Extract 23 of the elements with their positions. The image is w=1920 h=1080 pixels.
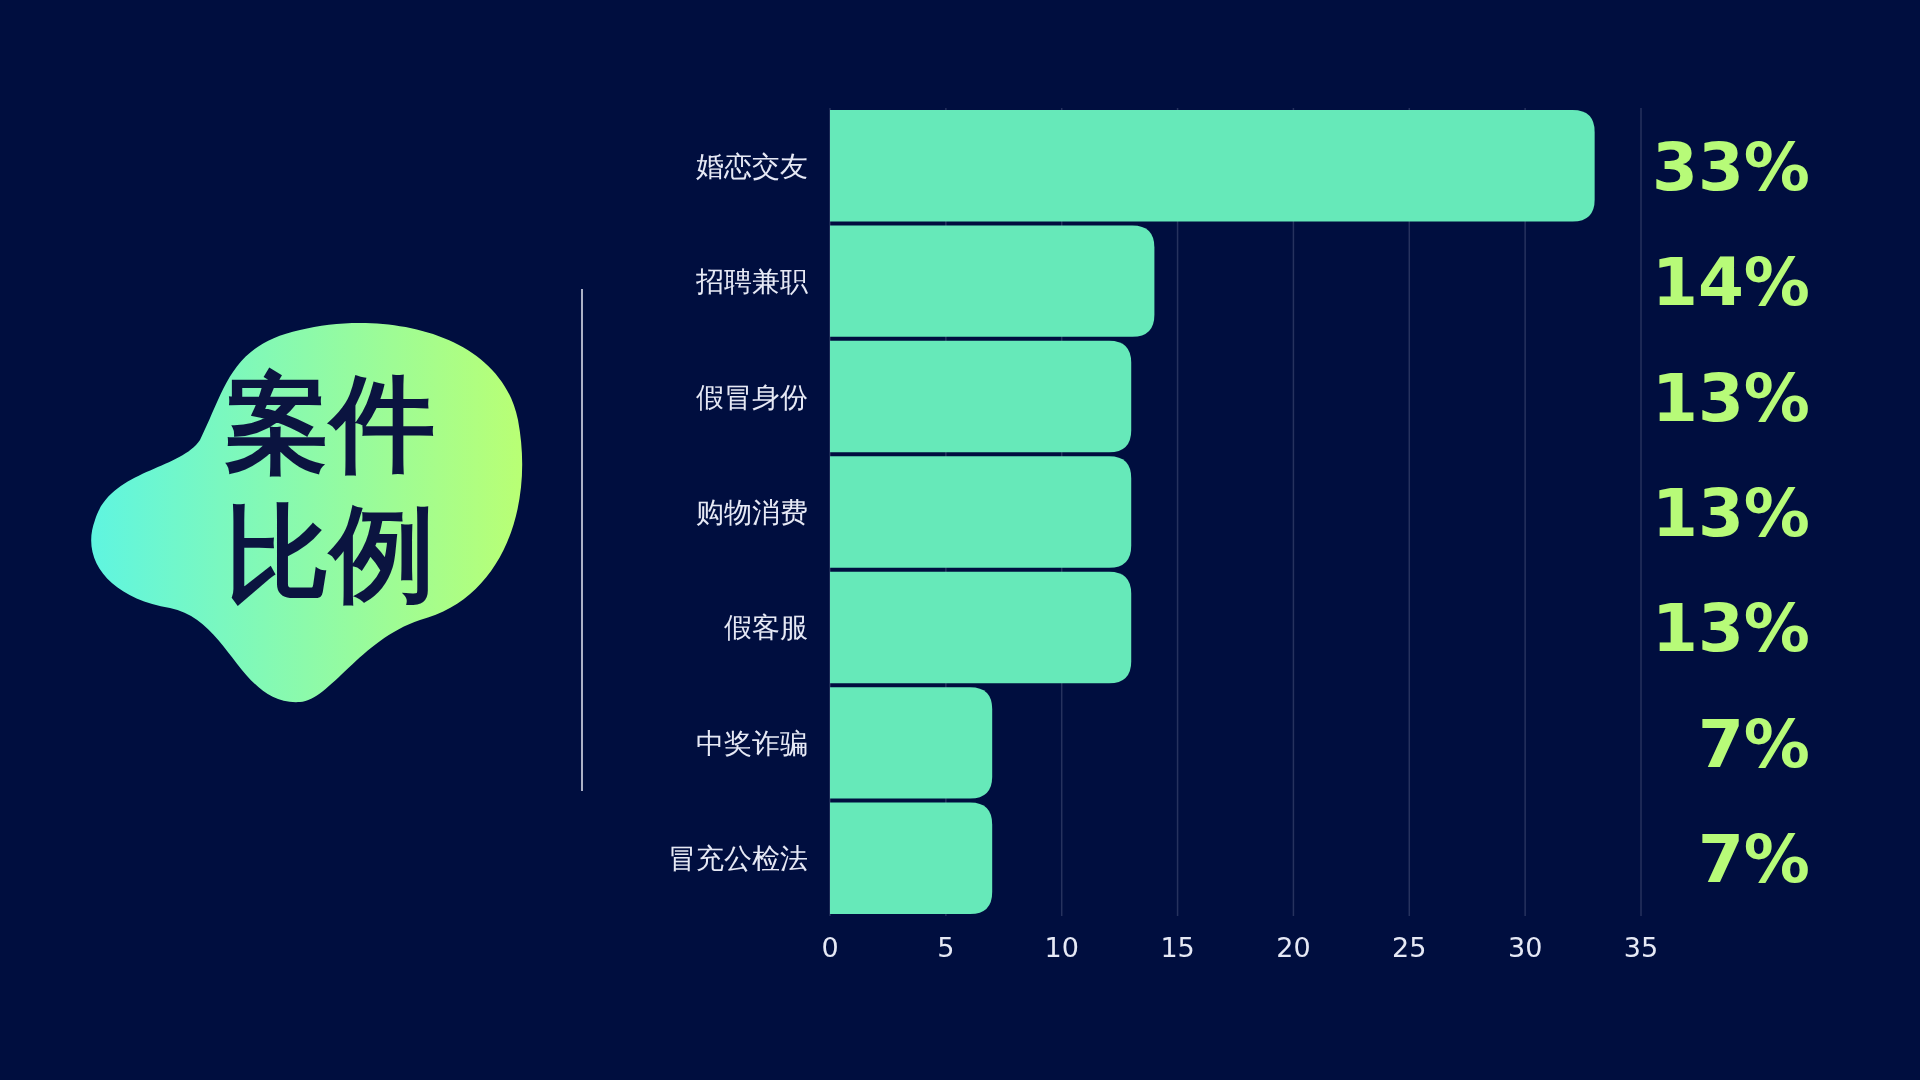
y-tick-label: 假冒身份 bbox=[696, 380, 808, 414]
x-tick-label: 0 bbox=[821, 932, 839, 963]
x-tick-label: 25 bbox=[1392, 932, 1427, 963]
data-label: 13% bbox=[1652, 359, 1810, 437]
x-tick-label: 35 bbox=[1623, 932, 1659, 963]
y-tick-label: 婚恋交友 bbox=[696, 149, 808, 183]
x-tick-label: 15 bbox=[1160, 932, 1195, 963]
data-label: 13% bbox=[1652, 590, 1810, 668]
data-label: 7% bbox=[1697, 705, 1810, 783]
data-label: 13% bbox=[1652, 475, 1810, 552]
data-label: 14% bbox=[1652, 244, 1810, 322]
x-tick-label: 20 bbox=[1276, 932, 1311, 963]
x-tick-label: 30 bbox=[1507, 932, 1543, 963]
y-tick-label: 中奖诈骗 bbox=[696, 726, 808, 760]
data-label: 33% bbox=[1652, 128, 1810, 206]
x-tick-label: 10 bbox=[1044, 932, 1079, 963]
y-tick-label: 假客服 bbox=[724, 611, 808, 645]
y-tick-label: 冒充公检法 bbox=[668, 842, 808, 876]
data-label: 7% bbox=[1697, 821, 1810, 899]
y-tick-label: 招聘兼职 bbox=[695, 265, 808, 299]
y-tick-label: 购物消费 bbox=[696, 496, 808, 529]
title: 案件比例 bbox=[225, 361, 435, 615]
x-tick-label: 5 bbox=[937, 932, 955, 963]
